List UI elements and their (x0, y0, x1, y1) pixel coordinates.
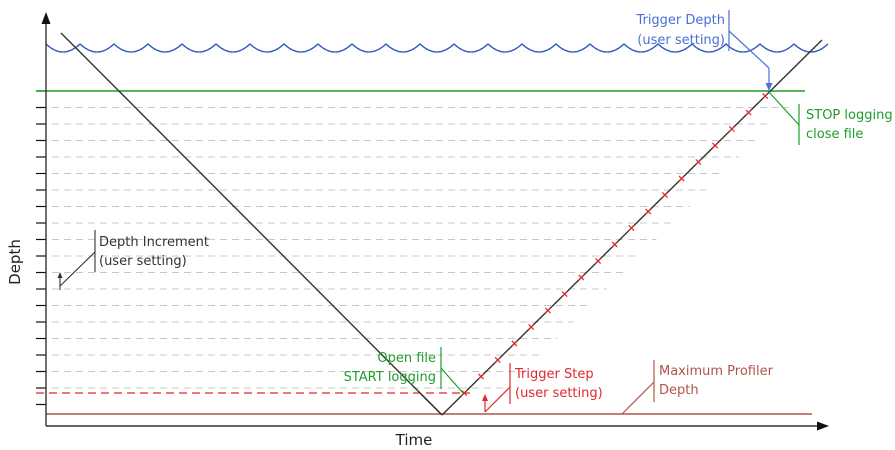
trigger-step-sublabel: (user setting) (515, 386, 603, 401)
stop-logging-annotation: STOP logging close file (767, 90, 893, 145)
stop-logging-sublabel: close file (806, 127, 863, 142)
log-marker (578, 274, 585, 281)
log-marker (544, 307, 551, 314)
max-depth-label: Maximum Profiler (659, 364, 774, 379)
log-marker (645, 208, 652, 215)
depth-increment-annotation: Depth Increment (user setting) (57, 230, 209, 290)
log-marker (745, 109, 752, 116)
y-axis-arrow (41, 12, 51, 24)
stop-logging-label: STOP logging (806, 108, 893, 123)
trigger-step-annotation: Trigger Step (user setting) (482, 363, 603, 413)
log-marker (611, 241, 618, 248)
depth-axis-ticks (36, 90, 46, 406)
log-marker (712, 142, 719, 149)
max-depth-sublabel: Depth (659, 383, 699, 398)
open-file-label: Open file (377, 351, 436, 366)
trigger-step-label: Trigger Step (514, 367, 594, 382)
trigger-depth-arrowhead (765, 83, 773, 91)
max-depth-annotation: Maximum Profiler Depth (621, 360, 774, 415)
depth-increment-lines (52, 106, 789, 389)
log-marker (494, 356, 501, 364)
log-marker (695, 158, 702, 166)
log-marker (678, 175, 685, 182)
water-surface-waves (45, 43, 829, 53)
log-marker (762, 92, 769, 100)
log-marker (595, 257, 602, 265)
log-marker (528, 323, 535, 331)
log-marker (461, 389, 468, 397)
log-marker (661, 191, 668, 199)
log-marker (511, 340, 518, 347)
descent-path (60, 32, 442, 415)
log-marker (628, 224, 635, 232)
x-axis-arrow (817, 421, 829, 431)
log-marker (477, 373, 485, 380)
log-marker (728, 125, 735, 133)
trigger-depth-label: Trigger Depth (635, 13, 725, 28)
depth-increment-sublabel: (user setting) (99, 254, 187, 269)
depth-increment-label: Depth Increment (99, 235, 209, 250)
y-axis-title: Depth (6, 239, 24, 285)
open-file-annotation: Open file START logging (344, 347, 464, 394)
depth-increment-arrowhead (57, 272, 63, 278)
start-logging-label: START logging (344, 370, 436, 385)
trigger-depth-annotation: Trigger Depth (user setting) (635, 10, 773, 91)
x-axis-title: Time (395, 431, 433, 449)
log-marker (561, 290, 568, 298)
trigger-step-arrowhead (482, 394, 488, 401)
bottom-v-left (420, 393, 443, 416)
trigger-depth-sublabel: (user setting) (637, 33, 725, 48)
logging-markers (461, 92, 769, 397)
